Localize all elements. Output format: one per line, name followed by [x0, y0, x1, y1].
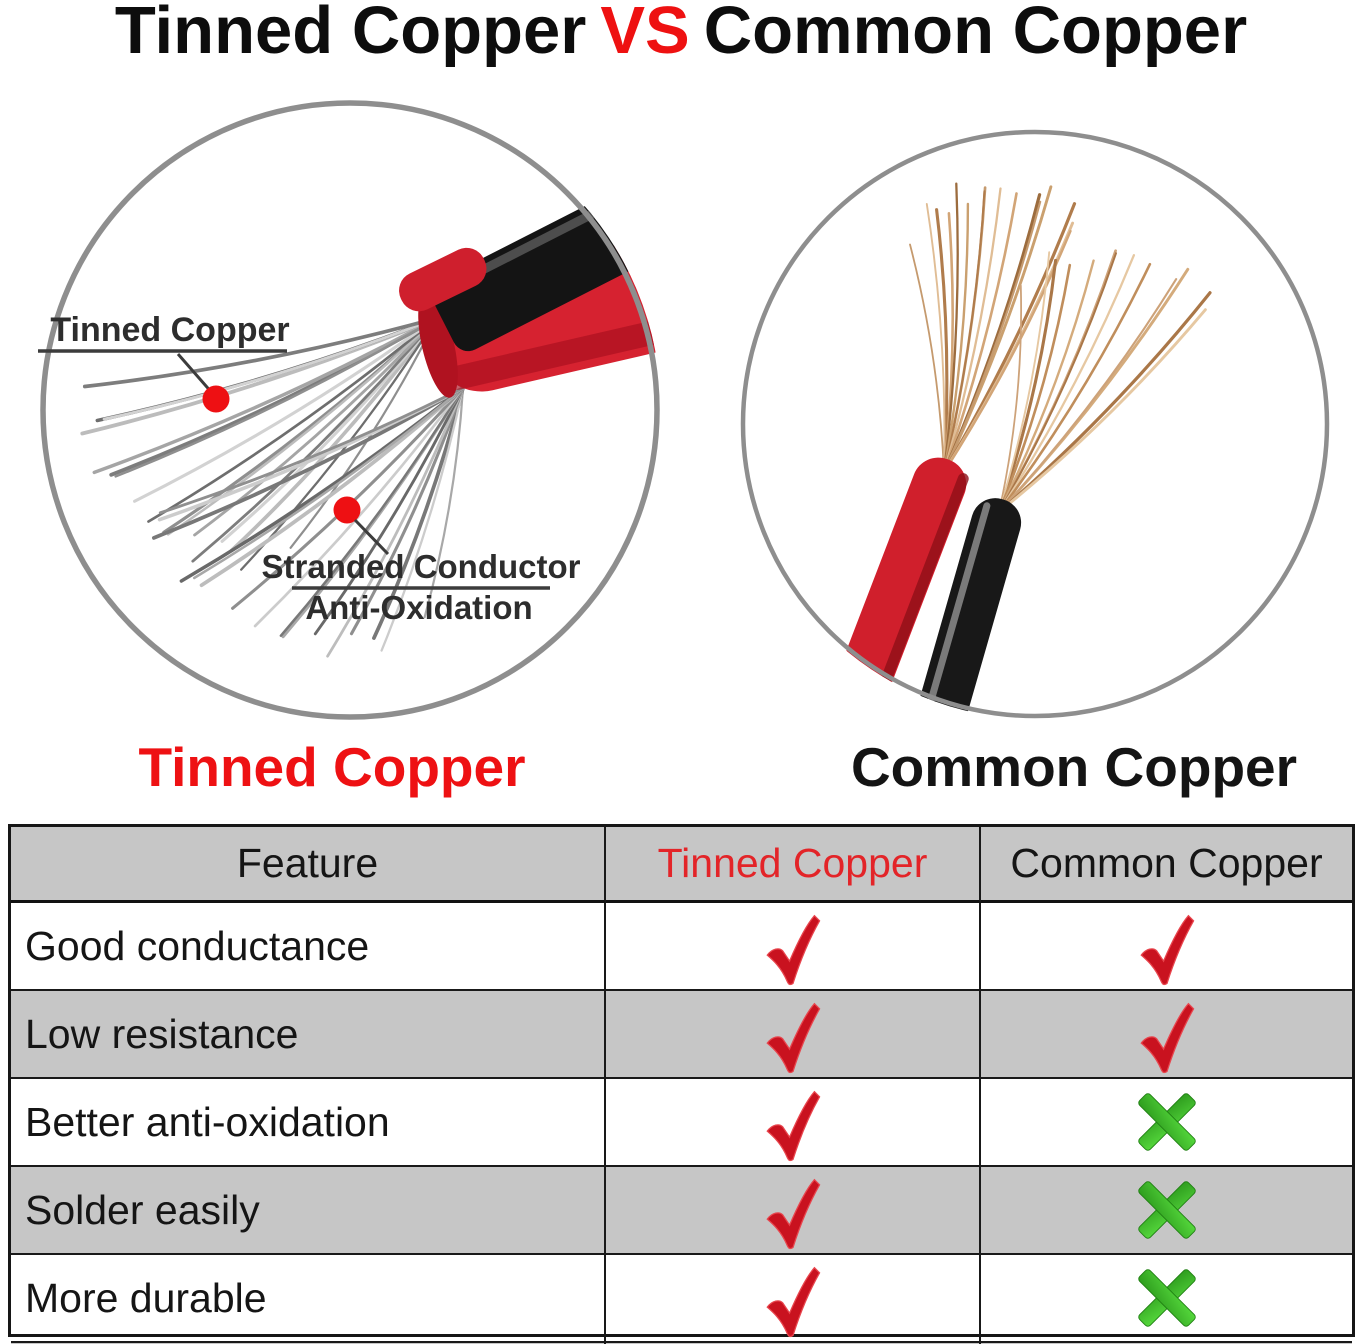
marker-dot-icon — [202, 385, 230, 413]
tinned-mark-cell — [606, 1167, 981, 1255]
common-wire-illustration — [740, 129, 1330, 719]
common-mark-cell — [981, 1167, 1352, 1255]
check-icon — [766, 1091, 820, 1162]
feature-cell: More durable — [11, 1255, 606, 1343]
title-vs: VS — [600, 0, 690, 68]
tinned-copper-photo: Tinned Copper Stranded Conductor Anti-Ox… — [35, 98, 665, 728]
red-cable-jacket — [418, 226, 661, 398]
table-row-solder-easily: Solder easily — [11, 1167, 1352, 1255]
tinned-mark-cell — [606, 991, 981, 1079]
table-row-good-conductance: Good conductance — [11, 903, 1352, 991]
check-icon — [1140, 1003, 1194, 1074]
title-suffix: Common Copper — [703, 0, 1248, 68]
title-prefix: Tinned Copper — [114, 0, 587, 68]
cross-icon — [1136, 1179, 1197, 1241]
common-mark-cell — [981, 1255, 1352, 1343]
header-common-cell: Common Copper — [981, 827, 1352, 903]
marker-dot-icon — [333, 496, 361, 524]
tinned-strand-bundle-lower — [152, 386, 465, 658]
check-icon — [1140, 915, 1194, 986]
copper-strand-fan-right — [997, 249, 1212, 514]
table-row-better-anti-oxidation: Better anti-oxidation — [11, 1079, 1352, 1167]
header-feature-cell: Feature — [11, 827, 606, 903]
feature-cell: Low resistance — [11, 991, 606, 1079]
leader-line — [176, 353, 215, 395]
check-icon — [766, 1003, 820, 1074]
tinned-mark-cell — [606, 1079, 981, 1167]
common-copper-photo — [738, 124, 1334, 720]
annotation-stranded-line2: Anti-Oxidation — [305, 589, 532, 626]
tinned-copper-caption: Tinned Copper — [138, 736, 526, 798]
red-jacket-lip — [399, 247, 487, 312]
header-tinned-cell: Tinned Copper — [606, 827, 981, 903]
annotation-tinned-label: Tinned Copper — [50, 311, 289, 349]
circle-border — [740, 129, 1330, 719]
tinned-wire-illustration: Tinned Copper Stranded Conductor Anti-Ox… — [38, 100, 661, 720]
tinned-mark-cell — [606, 1255, 981, 1343]
annotation-stranded-conductor: Stranded Conductor Anti-Oxidation — [262, 496, 581, 626]
copper-strand-fan-left — [909, 182, 1077, 474]
feature-cell: Good conductance — [11, 903, 606, 991]
table-row-low-resistance: Low resistance — [11, 991, 1352, 1079]
common-mark-cell — [981, 903, 1352, 991]
table-header-row: Feature Tinned Copper Common Copper — [11, 827, 1352, 903]
check-icon — [766, 1267, 820, 1338]
cross-icon — [1136, 1267, 1197, 1329]
header-common-label: Common Copper — [1010, 840, 1323, 886]
cross-icon — [1136, 1091, 1197, 1153]
annotation-stranded-line1: Stranded Conductor — [262, 548, 581, 585]
common-mark-cell — [981, 991, 1352, 1079]
page-title: Tinned Copper VS Common Copper — [0, 0, 1362, 69]
tinned-mark-cell — [606, 903, 981, 991]
check-icon — [766, 1179, 820, 1250]
comparison-table: Feature Tinned Copper Common Copper Good… — [8, 824, 1355, 1344]
table-row-more-durable: More durable — [11, 1255, 1352, 1343]
common-copper-caption: Common Copper — [850, 736, 1298, 798]
feature-cell: Solder easily — [11, 1167, 606, 1255]
header-tinned-label: Tinned Copper — [657, 840, 928, 886]
tinned-strand-bundle-upper — [80, 316, 439, 571]
check-icon — [766, 915, 820, 986]
common-mark-cell — [981, 1079, 1352, 1167]
header-feature-label: Feature — [236, 840, 379, 886]
black-wire — [890, 498, 1022, 719]
circle-border — [40, 100, 660, 720]
leader-line — [353, 518, 390, 556]
annotation-tinned-copper: Tinned Copper — [38, 311, 290, 413]
feature-cell: Better anti-oxidation — [11, 1079, 606, 1167]
